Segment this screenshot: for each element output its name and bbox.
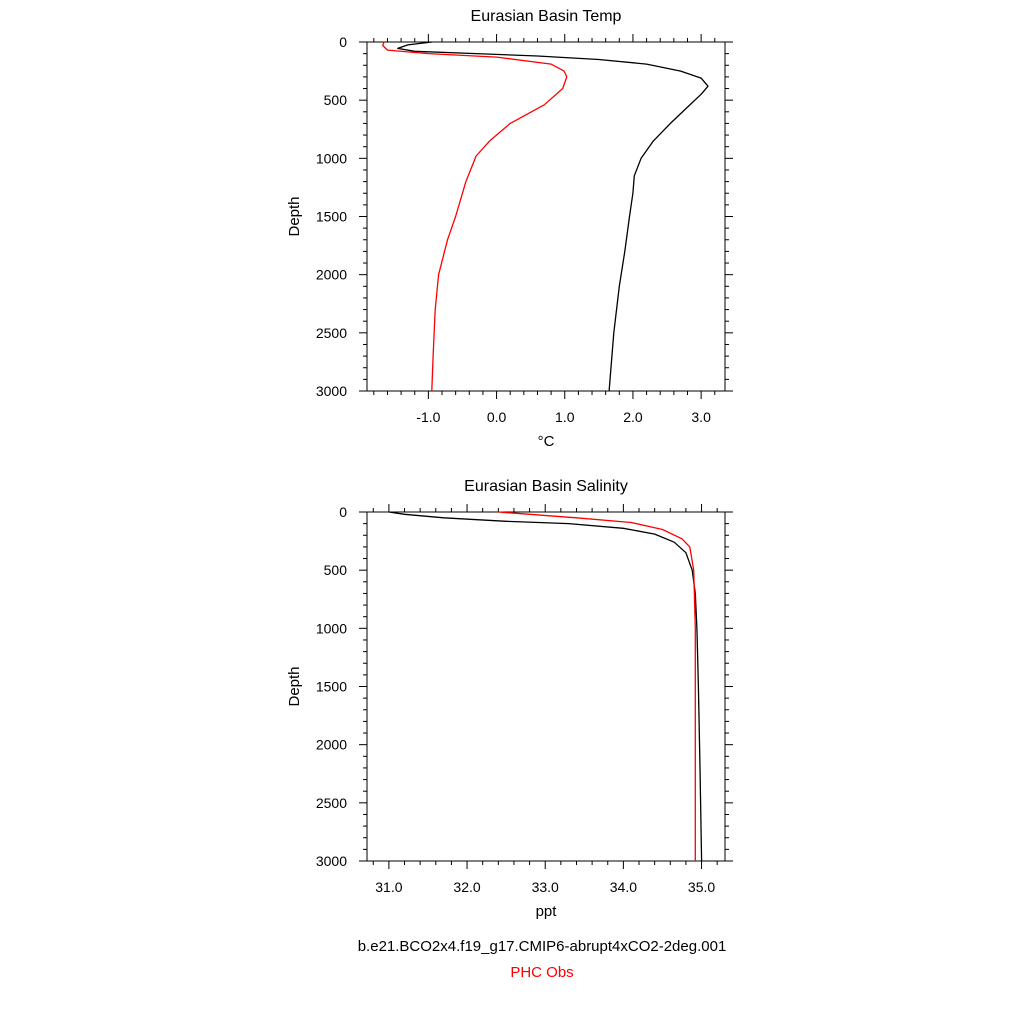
temp-y-tick-label: 2500 <box>316 325 347 341</box>
temp-chart-title: Eurasian Basin Temp <box>471 8 622 25</box>
temp-y-tick-label: 500 <box>324 92 348 108</box>
salinity-x-tick-label: 32.0 <box>453 879 480 895</box>
temp-obs-line <box>382 41 568 392</box>
salinity-profile-chart: Eurasian Basin Salinity 31.0 32.0 33.0 34.0 3… <box>286 478 733 920</box>
salinity-y-axis-label: Depth <box>286 666 303 706</box>
salinity-chart-title: Eurasian Basin Salinity <box>464 478 628 495</box>
salinity-plot-frame <box>366 511 726 862</box>
salinity-y-tick-label: 1500 <box>316 679 347 695</box>
salinity-x-tick-label: 31.0 <box>375 879 402 895</box>
temp-y-tick-label: 3000 <box>316 383 347 399</box>
salinity-y-tick-label: 2500 <box>316 795 347 811</box>
legend-obs-label: PHC Obs <box>510 964 573 981</box>
temp-x-axis-label: °C <box>538 433 555 450</box>
temp-y-tick-label: 1000 <box>316 150 347 166</box>
salinity-y-tick-label: 1000 <box>316 620 347 636</box>
temp-model-line <box>397 41 709 392</box>
temp-x-tick-label: 0.0 <box>487 409 507 425</box>
salinity-model-line <box>388 511 703 862</box>
temp-x-tick-label: 1.0 <box>555 409 575 425</box>
temp-y-axis-label: Depth <box>286 196 303 236</box>
temp-x-tick-label: -1.0 <box>416 409 440 425</box>
salinity-y-tick-label: 0 <box>339 504 347 520</box>
temp-y-tick-label: 0 <box>339 34 347 50</box>
salinity-x-tick-label: 35.0 <box>688 879 715 895</box>
salinity-y-tick-label: 500 <box>324 562 348 578</box>
salinity-x-tick-label: 34.0 <box>610 879 637 895</box>
temp-y-tick-label: 1500 <box>316 209 347 225</box>
salinity-y-tick-label: 3000 <box>316 853 347 869</box>
temp-x-tick-label: 3.0 <box>691 409 711 425</box>
salinity-y-tick-label: 2000 <box>316 737 347 753</box>
temperature-profile-chart: Eurasian Basin Temp -1.0 0.0 1.0 2.0 3.0 0 500 1… <box>286 8 733 450</box>
temp-y-tick-label: 2000 <box>316 267 347 283</box>
legend-model-label: b.e21.BCO2x4.f19_g17.CMIP6-abrupt4xCO2-2… <box>358 938 727 955</box>
salinity-x-tick-label: 33.0 <box>532 879 559 895</box>
temp-x-tick-label: 2.0 <box>623 409 643 425</box>
salinity-obs-line <box>498 511 696 861</box>
temp-plot-frame <box>366 41 726 392</box>
salinity-x-axis-label: ppt <box>536 903 558 920</box>
